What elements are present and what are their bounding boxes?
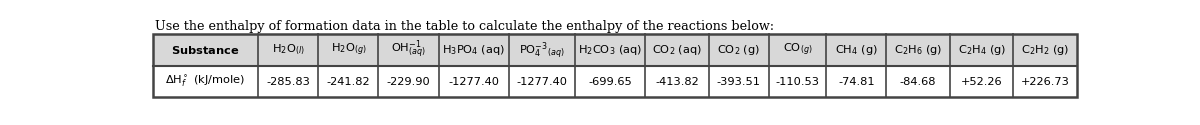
Bar: [709, 34, 769, 66]
Text: -393.51: -393.51: [716, 77, 761, 87]
Text: C$_2$H$_2$ (g): C$_2$H$_2$ (g): [1021, 43, 1069, 57]
Text: $\mathbf{Substance}$: $\mathbf{Substance}$: [172, 44, 240, 56]
Text: OH$^{-1}_{(aq)}$: OH$^{-1}_{(aq)}$: [391, 39, 426, 61]
Text: H$_2$CO$_3$ (aq): H$_2$CO$_3$ (aq): [578, 43, 642, 57]
Text: -110.53: -110.53: [775, 77, 820, 87]
Bar: [378, 34, 439, 66]
Text: -84.68: -84.68: [900, 77, 936, 87]
Text: $\Delta$H$^\circ_f$ (kJ/mole): $\Delta$H$^\circ_f$ (kJ/mole): [166, 74, 246, 89]
Text: +226.73: +226.73: [1021, 77, 1069, 87]
Text: -1277.40: -1277.40: [516, 77, 568, 87]
Bar: [154, 34, 1076, 97]
Text: H$_2$O$_{(g)}$: H$_2$O$_{(g)}$: [330, 42, 366, 58]
Text: -241.82: -241.82: [326, 77, 370, 87]
Bar: [1014, 34, 1076, 66]
Text: PO$_4^{-3}$$_{(aq)}$: PO$_4^{-3}$$_{(aq)}$: [520, 40, 565, 60]
Text: -413.82: -413.82: [655, 77, 698, 87]
Bar: [575, 34, 646, 66]
Text: +52.26: +52.26: [961, 77, 1002, 87]
Text: -229.90: -229.90: [386, 77, 431, 87]
Bar: [439, 34, 509, 66]
Bar: [258, 34, 318, 66]
Bar: [826, 34, 887, 66]
Bar: [154, 34, 258, 66]
Bar: [646, 34, 709, 66]
Text: Use the enthalpy of formation data in the table to calculate the enthalpy of the: Use the enthalpy of formation data in th…: [155, 20, 774, 33]
Text: C$_2$H$_6$ (g): C$_2$H$_6$ (g): [894, 43, 942, 57]
Text: -1277.40: -1277.40: [449, 77, 499, 87]
Bar: [509, 34, 575, 66]
Text: CO$_{2}$ (aq): CO$_{2}$ (aq): [652, 43, 702, 57]
Bar: [950, 34, 1014, 66]
Bar: [769, 34, 826, 66]
Text: H$_2$O$_{(l)}$: H$_2$O$_{(l)}$: [271, 43, 305, 57]
Bar: [887, 34, 950, 66]
Bar: [318, 34, 378, 66]
Text: C$_2$H$_4$ (g): C$_2$H$_4$ (g): [958, 43, 1006, 57]
Text: -699.65: -699.65: [588, 77, 632, 87]
Text: CO$_{(g)}$: CO$_{(g)}$: [782, 42, 812, 58]
Text: CH$_{4}$ (g): CH$_{4}$ (g): [835, 43, 877, 57]
Text: -285.83: -285.83: [266, 77, 310, 87]
Text: -74.81: -74.81: [838, 77, 875, 87]
Text: CO$_{2}$ (g): CO$_{2}$ (g): [718, 43, 761, 57]
Text: H$_3$PO$_4$ (aq): H$_3$PO$_4$ (aq): [443, 43, 505, 57]
